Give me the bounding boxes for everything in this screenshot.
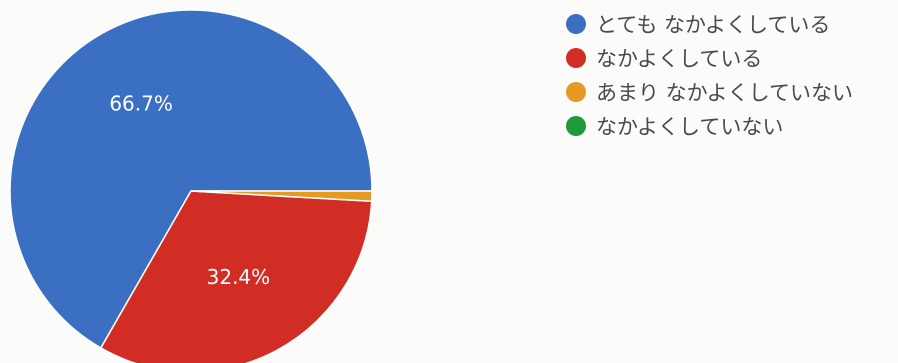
legend-swatch-1: [566, 48, 586, 68]
legend-label-1: なかよくしている: [596, 47, 763, 71]
legend-label-0: とても なかよくしている: [596, 13, 831, 37]
pie-slices: [9, 9, 373, 363]
legend-item-0: とても なかよくしている: [566, 7, 853, 41]
pie-slice-labels: 66.7% 32.4%: [109, 91, 270, 289]
pie-slice-1: [100, 190, 373, 363]
legend-swatch-0: [566, 14, 586, 34]
legend-label-3: なかよくしていない: [596, 115, 784, 139]
legend-swatch-2: [566, 82, 586, 102]
pie-slice-0: [9, 9, 373, 349]
legend-swatch-3: [566, 116, 586, 136]
legend-item-1: なかよくしている: [566, 41, 853, 75]
legend-item-3: なかよくしていない: [566, 109, 853, 143]
pie-slice-2: [190, 190, 373, 202]
legend-item-2: あまり なかよくしていない: [566, 75, 853, 109]
pie-slice-label-0: 66.7%: [109, 91, 173, 115]
legend-label-2: あまり なかよくしていない: [596, 81, 853, 105]
pie-slice-label-1: 32.4%: [207, 265, 271, 289]
legend: とても なかよくしている なかよくしている あまり なかよくしていない なかよく…: [566, 7, 853, 143]
